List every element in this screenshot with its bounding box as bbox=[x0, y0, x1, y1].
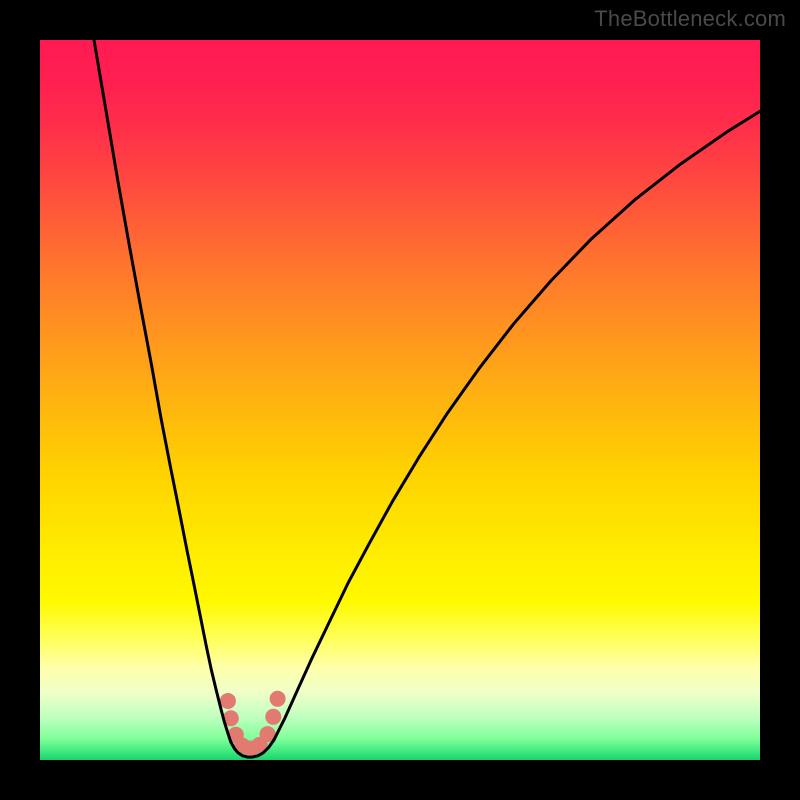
highlight-markers bbox=[220, 691, 286, 757]
watermark-text: TheBottleneck.com bbox=[594, 6, 786, 32]
highlight-marker bbox=[220, 693, 236, 709]
highlight-marker bbox=[265, 709, 281, 725]
curve-left-branch bbox=[94, 40, 231, 742]
chart-area bbox=[40, 40, 760, 760]
highlight-marker bbox=[270, 691, 286, 707]
chart-curves-layer bbox=[40, 40, 760, 760]
curve-right-branch bbox=[274, 111, 760, 740]
